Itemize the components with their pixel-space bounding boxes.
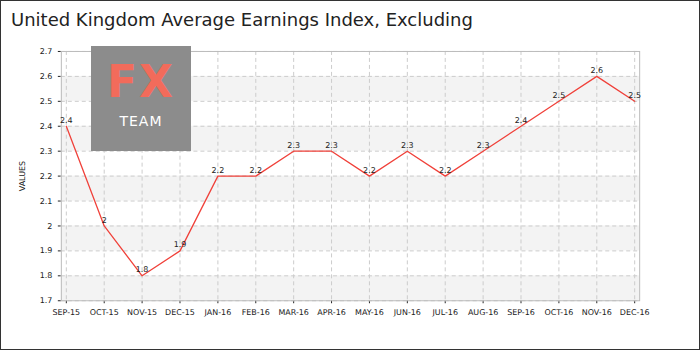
svg-text:2.2: 2.2 <box>40 172 53 181</box>
svg-text:2.7: 2.7 <box>40 47 53 56</box>
svg-text:2.3: 2.3 <box>40 147 53 156</box>
svg-text:2: 2 <box>47 222 52 231</box>
svg-text:JUN-16: JUN-16 <box>393 308 421 317</box>
svg-text:1.9: 1.9 <box>174 240 187 249</box>
svg-text:2.5: 2.5 <box>553 91 566 100</box>
svg-text:2.3: 2.3 <box>287 141 300 150</box>
html-text:FX: FX <box>107 56 175 107</box>
svg-text:FEB-16: FEB-16 <box>242 308 270 317</box>
svg-text:JUL-16: JUL-16 <box>431 308 458 317</box>
svg-text:1.8: 1.8 <box>136 265 149 274</box>
svg-text:DEC-15: DEC-15 <box>165 308 195 317</box>
svg-text:NOV-15: NOV-15 <box>127 308 157 317</box>
svg-text:2.2: 2.2 <box>212 166 225 175</box>
svg-text:MAY-16: MAY-16 <box>355 308 384 317</box>
svg-text:2.3: 2.3 <box>401 141 414 150</box>
svg-text:2.2: 2.2 <box>249 166 262 175</box>
svg-text:2.5: 2.5 <box>628 91 641 100</box>
svg-text:OCT-16: OCT-16 <box>544 308 573 317</box>
svg-text:2: 2 <box>102 216 107 225</box>
svg-text:2.4: 2.4 <box>40 122 53 131</box>
svg-text:1.7: 1.7 <box>40 296 53 305</box>
svg-text:2.4: 2.4 <box>515 116 528 125</box>
html-text:United Kingdom Average Earning: United Kingdom Average Earnings Index, E… <box>11 9 473 30</box>
svg-text:SEP-16: SEP-16 <box>507 308 535 317</box>
svg-text:VALUES: VALUES <box>18 161 27 191</box>
svg-text:1.8: 1.8 <box>40 271 53 280</box>
svg-text:2.3: 2.3 <box>477 141 490 150</box>
svg-text:JAN-16: JAN-16 <box>204 308 232 317</box>
svg-text:1.9: 1.9 <box>40 246 53 255</box>
svg-text:OCT-15: OCT-15 <box>90 308 119 317</box>
svg-text:2.2: 2.2 <box>439 166 452 175</box>
svg-text:2.1: 2.1 <box>40 197 53 206</box>
svg-text:2.6: 2.6 <box>590 66 603 75</box>
html-text:TEAM: TEAM <box>119 113 163 129</box>
svg-text:2.3: 2.3 <box>325 141 338 150</box>
svg-text:2.4: 2.4 <box>60 116 73 125</box>
svg-text:NOV-16: NOV-16 <box>582 308 612 317</box>
svg-text:AUG-16: AUG-16 <box>468 308 498 317</box>
svg-text:2.5: 2.5 <box>40 97 53 106</box>
svg-text:SEP-15: SEP-15 <box>52 308 80 317</box>
svg-text:MAR-16: MAR-16 <box>278 308 309 317</box>
svg-text:APR-16: APR-16 <box>317 308 345 317</box>
svg-text:DEC-16: DEC-16 <box>620 308 650 317</box>
svg-text:2.6: 2.6 <box>40 72 53 81</box>
svg-text:2.2: 2.2 <box>363 166 376 175</box>
